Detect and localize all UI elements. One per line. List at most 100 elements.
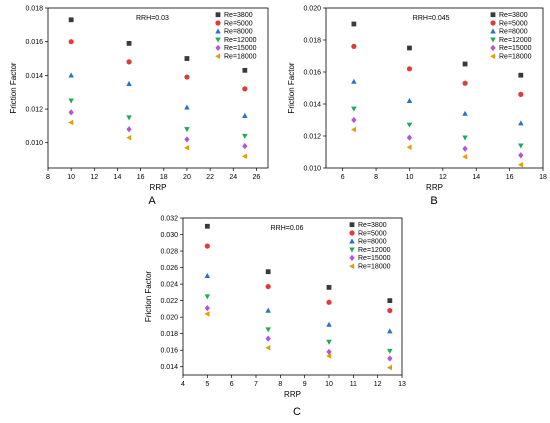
data-point [326, 299, 332, 305]
series-re-15000 [351, 116, 524, 159]
data-point [184, 127, 190, 133]
x-tick-label: 6 [341, 174, 345, 181]
legend-marker [215, 44, 221, 52]
y-tick-label: 0.020 [160, 315, 178, 322]
data-point [204, 272, 211, 279]
x-axis-label: RRP [284, 390, 301, 399]
y-tick-label: 0.012 [303, 134, 321, 141]
data-point [350, 126, 357, 133]
data-point [184, 74, 190, 80]
x-tick-label: 6 [230, 381, 234, 388]
data-point [265, 307, 271, 313]
y-tick-label: 0.020 [303, 6, 321, 13]
y-tick-label: 0.018 [25, 6, 43, 13]
x-tick-label: 10 [67, 174, 75, 181]
rrh-annotation: RRH=0.03 [136, 15, 169, 22]
chart-panel-c: 4 5 6 7 8 9 10 11 12 13 0.014 0.016 0.018 0.020 0.022 0… [144, 216, 406, 419]
data-point [126, 134, 132, 141]
legend-label: Re=15000 [499, 45, 532, 52]
panel-letter: A [148, 195, 156, 207]
data-point [406, 122, 413, 128]
data-point [242, 133, 248, 139]
y-tick-label: 0.022 [160, 298, 178, 305]
legend-marker [349, 222, 355, 228]
series-re-3800 [351, 21, 524, 78]
legend-label: Re=18000 [224, 54, 257, 61]
plot-frame [182, 217, 403, 376]
legend-label: Re=12000 [358, 247, 391, 254]
series-re-12000 [68, 98, 248, 139]
series-re-8000 [351, 78, 524, 126]
data-point [68, 98, 74, 104]
data-point [126, 59, 132, 65]
x-tick-label: 4 [181, 381, 185, 388]
legend-label: Re=15000 [358, 255, 391, 262]
x-tick-label: 16 [506, 174, 514, 181]
legend-marker [215, 20, 221, 26]
data-point [68, 72, 74, 78]
data-point [242, 112, 248, 118]
y-tick-label: 0.012 [25, 107, 43, 114]
data-point [518, 91, 524, 97]
chart-panel-a: 8 10 12 14 16 18 20 22 24 26 0.010 0.012 0.014 0.016 0… [9, 6, 269, 207]
data-point [387, 298, 393, 304]
y-tick-label: 0.028 [160, 249, 178, 256]
x-tick-label: 13 [398, 381, 406, 388]
data-point [126, 40, 132, 46]
data-point [184, 56, 190, 61]
y-tick-label: 0.016 [303, 70, 321, 77]
legend-label: Re=5000 [224, 20, 253, 27]
series-re-12000 [204, 294, 393, 354]
x-tick-label: 12 [374, 381, 382, 388]
data-point [462, 110, 468, 116]
data-point [386, 364, 392, 371]
series-re-3800 [204, 223, 393, 304]
data-point [406, 97, 413, 103]
x-axis-label: RRP [426, 183, 443, 192]
data-point [126, 115, 132, 121]
y-axis-label: Friction Factor [287, 62, 296, 113]
legend-label: Re=12000 [224, 37, 257, 44]
x-tick-label: 26 [253, 174, 261, 181]
chart-panel-b: 6 8 10 12 14 16 18 0.010 0.012 0.014 0.016 0.018 0.0… [287, 6, 547, 208]
legend-label: Re=15000 [224, 45, 257, 52]
y-tick-label: 0.016 [25, 39, 43, 46]
legend-label: Re=18000 [499, 54, 532, 61]
x-tick-label: 9 [303, 381, 307, 388]
data-point [406, 134, 413, 141]
legend-marker [490, 44, 496, 52]
legend-marker [349, 254, 355, 262]
data-point [518, 143, 524, 149]
legend-label: Re=8000 [224, 29, 253, 36]
legend-marker [349, 263, 355, 269]
data-point [68, 39, 74, 45]
rrh-annotation: RRH=0.045 [413, 15, 450, 22]
legend-marker [490, 37, 496, 43]
x-tick-label: 24 [229, 174, 237, 181]
series-re-12000 [351, 106, 524, 149]
y-tick-label: 0.032 [160, 216, 178, 223]
y-tick-label: 0.014 [160, 364, 178, 371]
series-re-15000 [68, 109, 248, 150]
data-point [184, 104, 190, 110]
y-axis-label: Friction Factor [144, 271, 153, 322]
x-tick-label: 20 [183, 174, 191, 181]
x-tick-label: 12 [90, 174, 98, 181]
data-point [265, 344, 271, 351]
data-point [242, 142, 248, 150]
data-point [351, 106, 357, 112]
data-point [326, 348, 332, 355]
x-tick-label: 14 [472, 174, 480, 181]
x-tick-label: 14 [114, 174, 122, 181]
legend-label: Re=3800 [358, 222, 387, 229]
data-point [351, 116, 357, 124]
y-tick-label: 0.018 [160, 331, 178, 338]
data-point [241, 153, 248, 159]
plot-frame [47, 7, 269, 169]
series-re-8000 [204, 272, 393, 334]
panel-letter: B [430, 195, 437, 207]
data-point [184, 136, 190, 143]
